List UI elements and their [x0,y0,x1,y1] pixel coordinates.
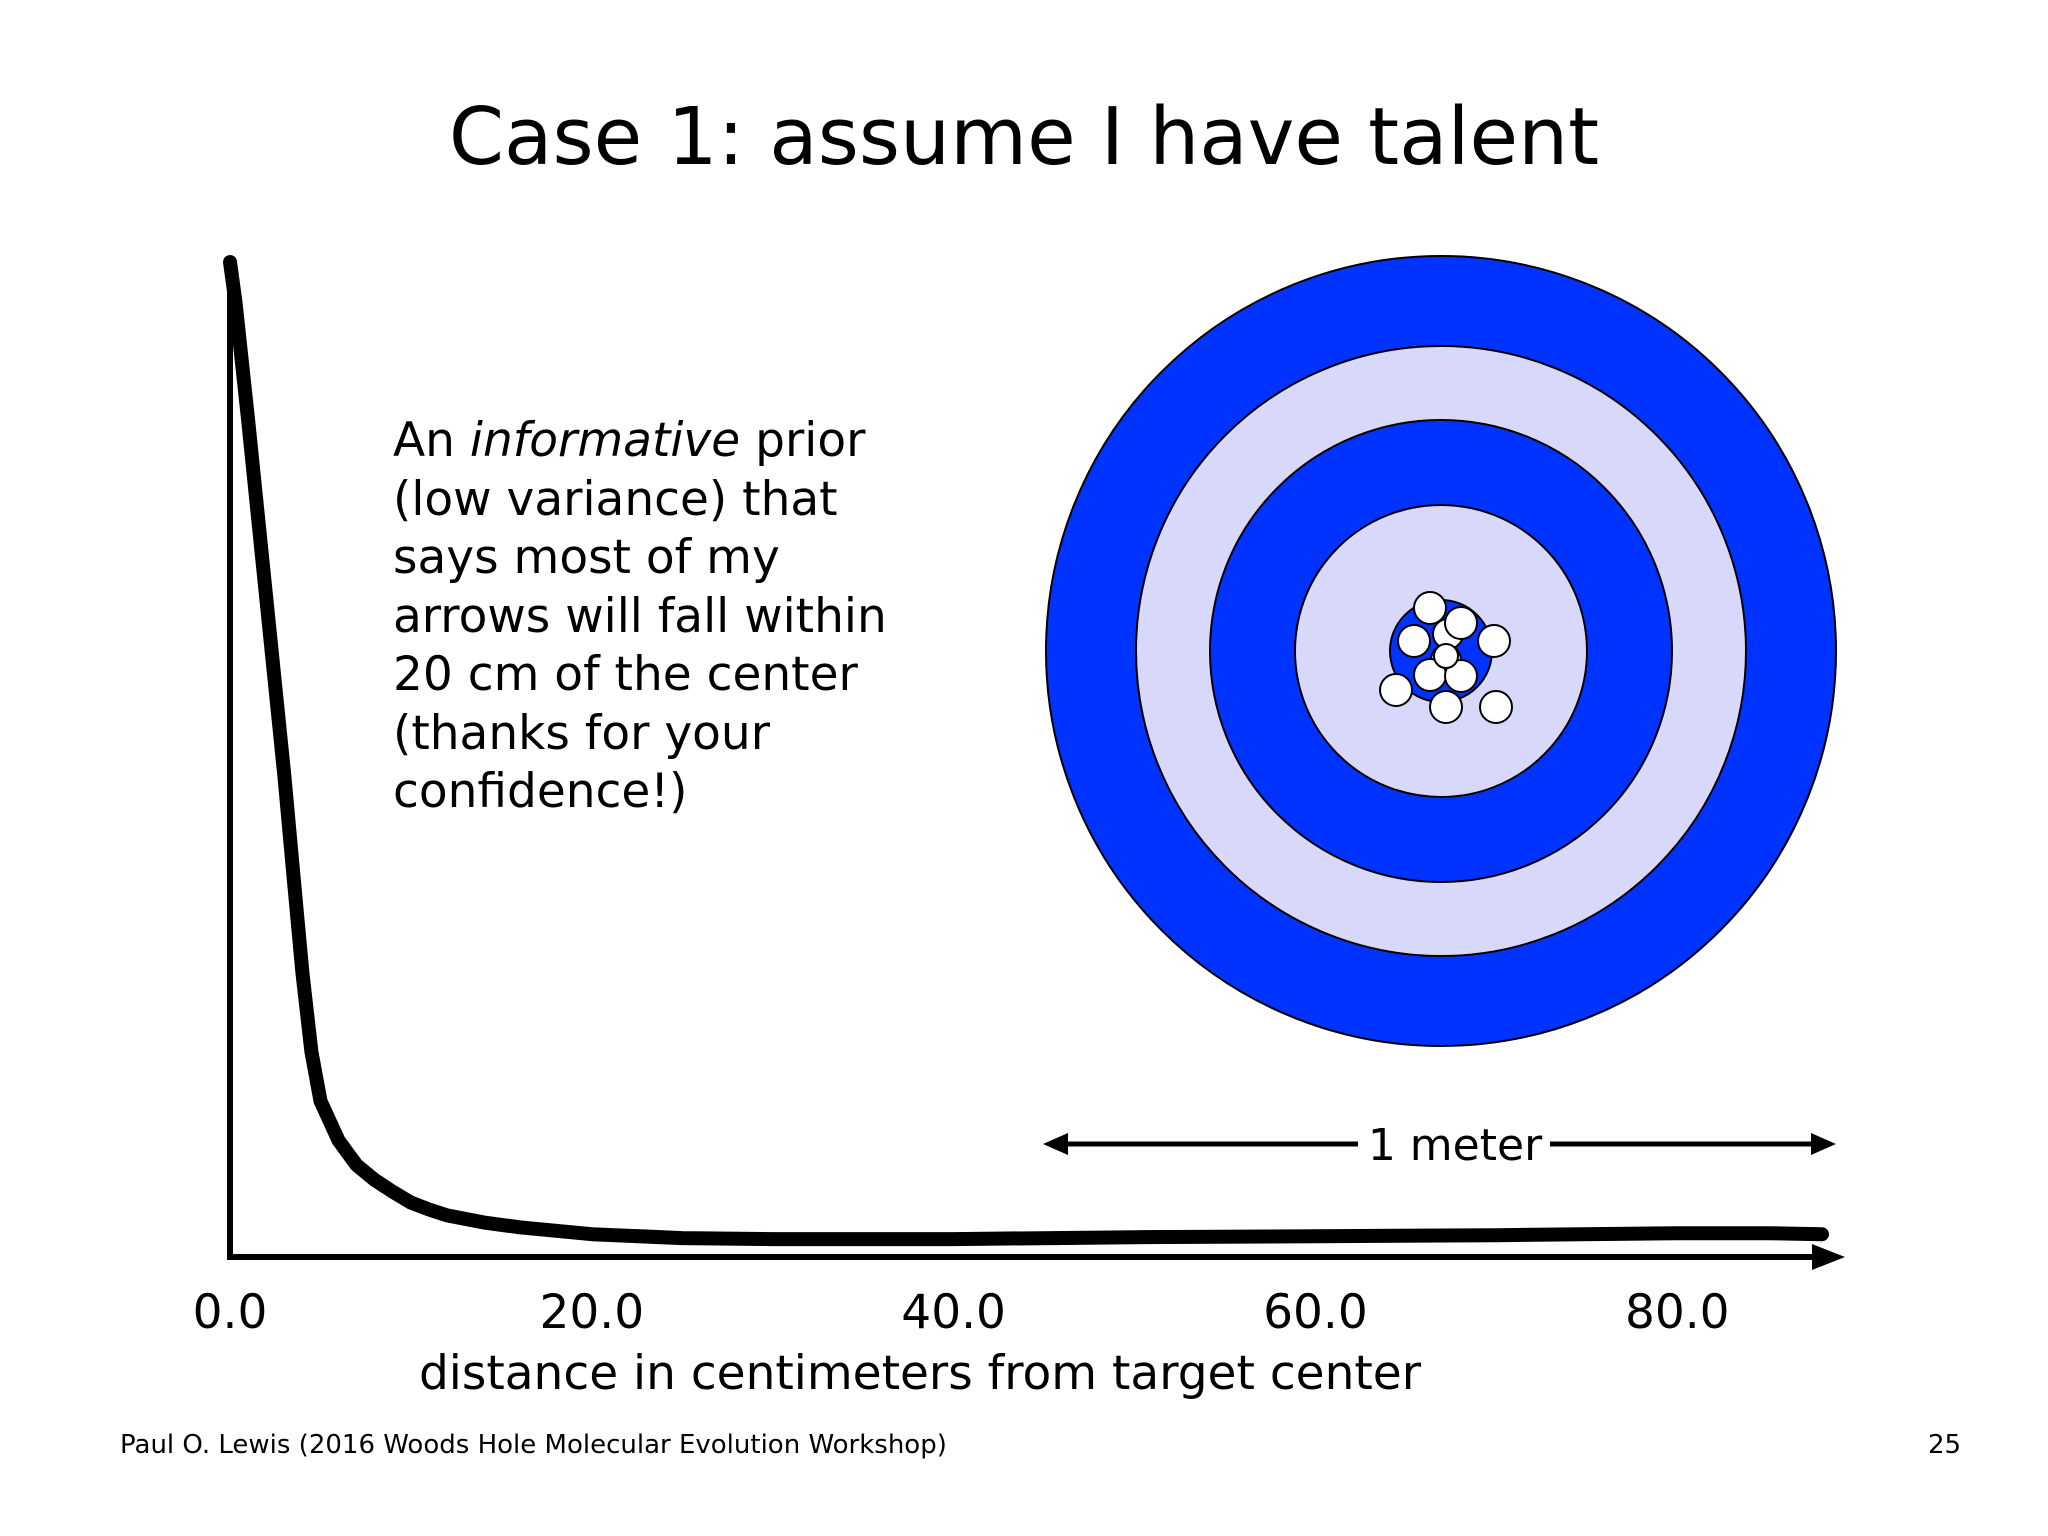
arrow-hit [1413,591,1447,625]
arrow-hit [1433,643,1459,669]
note-line-6: (thanks for your [393,705,771,761]
x-tick-label: 60.0 [1263,1285,1368,1340]
slide-title: Case 1: assume I have talent [448,91,1600,183]
x-tick-label: 80.0 [1625,1285,1730,1340]
scale-label: 1 meter [1368,1120,1543,1171]
x-axis-label: distance in centimeters from target cent… [418,1346,1422,1401]
x-tick-label: 0.0 [193,1285,268,1340]
footer-credit: Paul O. Lewis (2016 Woods Hole Molecular… [120,1430,947,1460]
x-tick-labels: 0.0 20.0 40.0 60.0 80.0 [193,1285,1730,1340]
note-italic-word: informative [469,413,741,468]
note-line-1: An informative prior [393,412,953,471]
x-tick-label: 40.0 [901,1285,1006,1340]
scale-arrowhead-left [1043,1133,1068,1155]
arrow-hit [1379,673,1413,707]
arrow-hits [1379,591,1513,724]
arrow-hit [1444,659,1478,693]
note-line-7: confidence!) [393,764,688,819]
scale-arrowhead-right [1811,1133,1836,1155]
prior-density-curve [223,255,1829,1247]
arrow-hit [1477,624,1511,658]
arrow-hit [1429,690,1463,724]
note-line-1-before: An [393,413,470,468]
prior-description: An informative prior (low variance) that… [393,412,953,822]
x-tick-label: 20.0 [539,1285,644,1340]
arrow-hit [1397,624,1431,658]
note-line-5: 20 cm of the center [393,647,858,702]
x-axis-arrowhead [1812,1244,1845,1270]
scale-bar: 1 meter [1043,1120,1836,1171]
note-line-3: says most of my [393,530,780,585]
note-line-4: arrows will fall within [393,588,887,644]
archery-target [1045,255,1837,1047]
arrow-hit [1444,606,1478,640]
note-line-2: (low variance) that [393,471,838,527]
page-number: 25 [1928,1430,1962,1460]
note-line-1-after: prior [740,413,866,468]
arrow-hit [1479,690,1513,724]
